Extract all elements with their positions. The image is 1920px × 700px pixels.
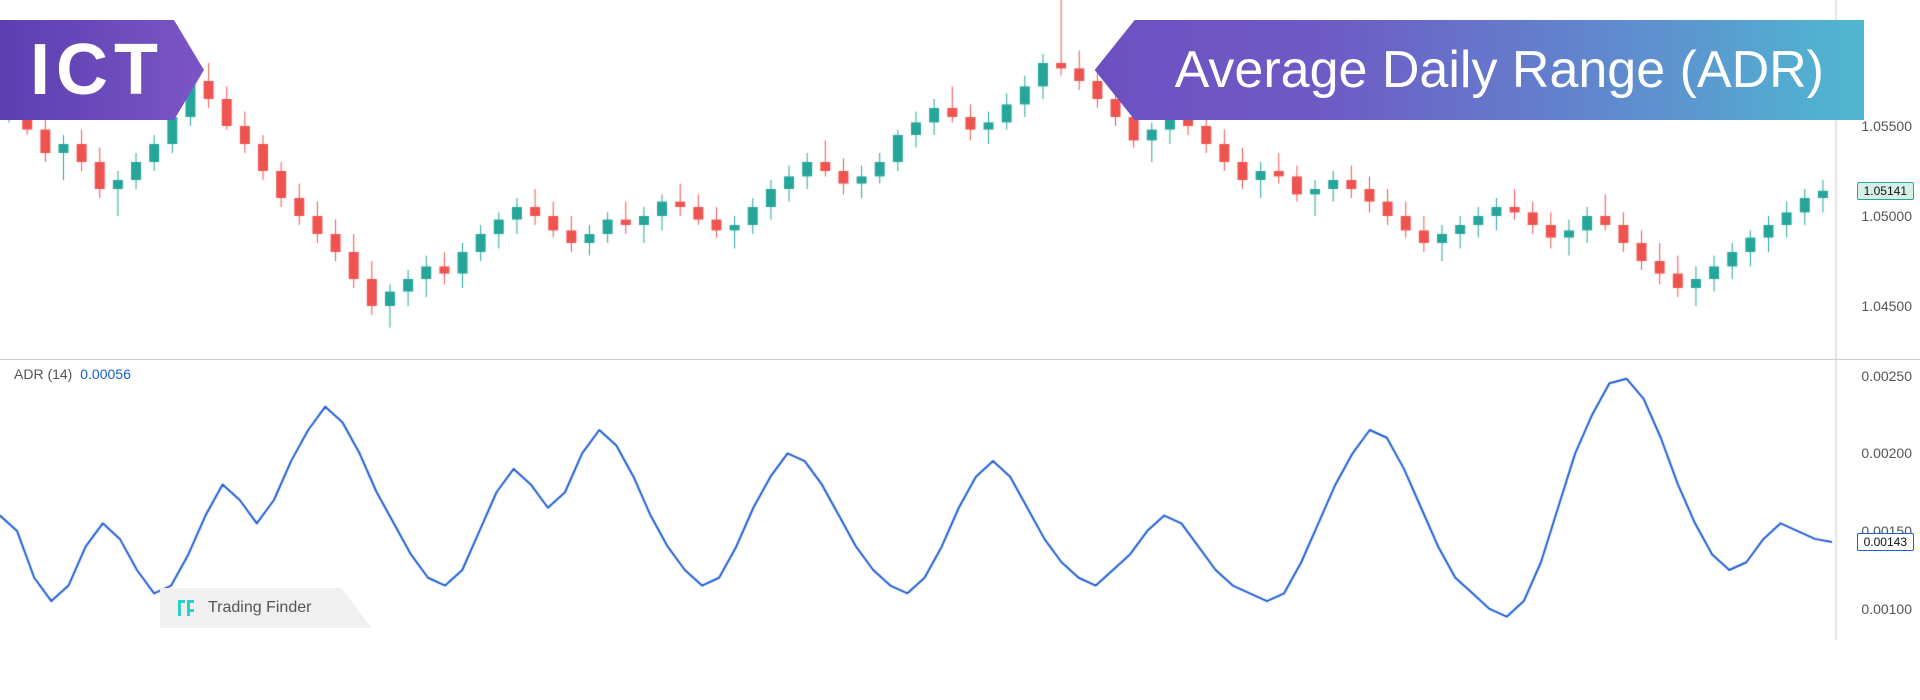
indicator-chart-panel[interactable]: ADR (14) 0.00056 0.001000.001500.002000.…: [0, 360, 1920, 640]
banner-left-label: ICT: [30, 29, 164, 111]
chart-container: ICT Average Daily Range (ADR) 1.04500 1.0…: [0, 0, 1920, 700]
indicator-header-value: 0.00056: [80, 366, 131, 382]
banner-left: ICT: [0, 20, 204, 120]
indicator-name: ADR (14): [14, 366, 72, 382]
watermark: Trading Finder: [160, 588, 371, 628]
current-price-badge: 1.05141: [1857, 182, 1914, 200]
price-y-tick: 1.04500: [1861, 298, 1912, 314]
banner-right: Average Daily Range (ADR): [1095, 20, 1864, 120]
indicator-current-value: 0.00143: [1864, 535, 1907, 549]
price-y-tick: 1.05000: [1861, 208, 1912, 224]
indicator-y-tick: 0.00250: [1861, 368, 1912, 384]
banner-right-label: Average Daily Range (ADR): [1175, 40, 1824, 100]
watermark-logo-icon: [174, 596, 198, 620]
price-y-tick: 1.05500: [1861, 118, 1912, 134]
indicator-current-badge: 0.00143: [1857, 533, 1914, 551]
current-price-value: 1.05141: [1864, 184, 1907, 198]
watermark-label: Trading Finder: [208, 599, 311, 617]
indicator-y-tick: 0.00100: [1861, 601, 1912, 617]
indicator-y-tick: 0.00200: [1861, 445, 1912, 461]
indicator-header: ADR (14) 0.00056: [14, 366, 131, 382]
